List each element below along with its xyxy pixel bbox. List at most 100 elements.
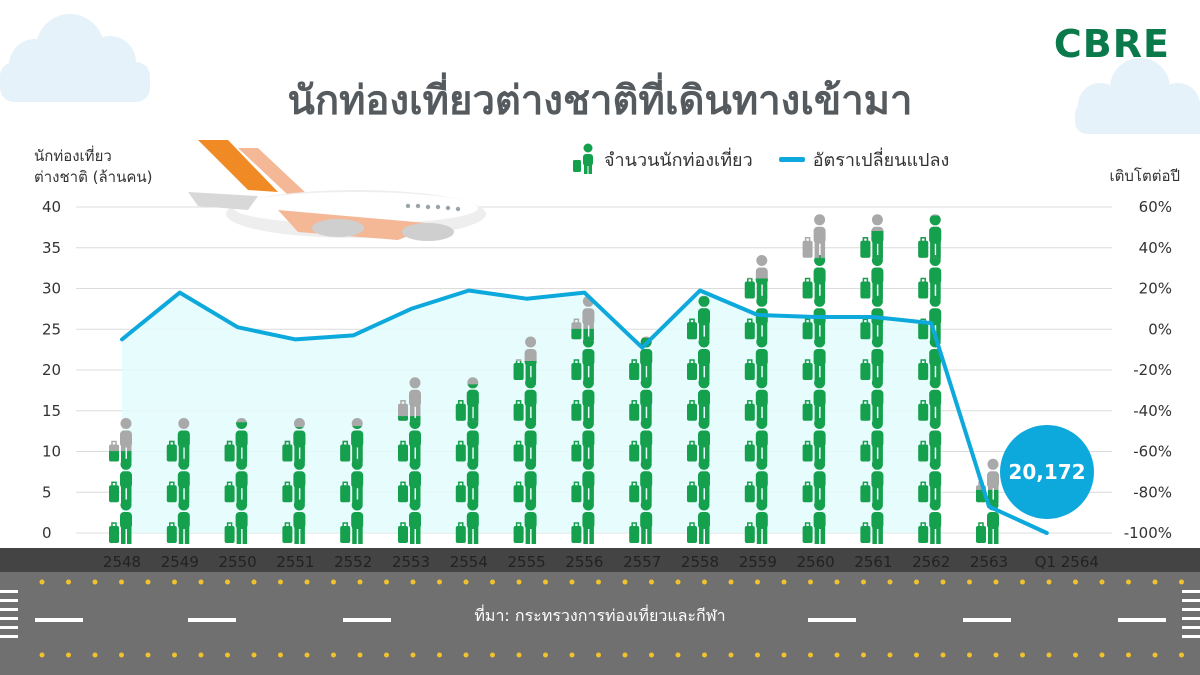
traveler-icon (398, 418, 421, 463)
left-tick-label: 10 (42, 443, 61, 461)
runway-edge-mark (1182, 635, 1200, 638)
traveler-partial (571, 328, 594, 341)
runway-light (702, 579, 707, 585)
runway-light (66, 652, 71, 658)
runway-light (463, 579, 469, 585)
x-tick-label: 2549 (161, 553, 199, 571)
right-axis-ticks: -100% -80% -60% -40% -20% 0% 20% 40% 60% (1124, 198, 1172, 542)
runway-light (39, 652, 45, 658)
runway-light (1099, 652, 1105, 658)
runway-light (1046, 652, 1052, 658)
runway-light (702, 652, 707, 658)
x-tick-label: 2563 (970, 553, 1008, 571)
traveler-legend-icon (573, 143, 593, 174)
traveler-icon (166, 458, 190, 504)
runway-light (834, 579, 840, 585)
x-tick-label: 2559 (739, 553, 777, 571)
runway-light (887, 579, 893, 585)
runway-light (304, 579, 310, 585)
x-tick-label: 2560 (797, 553, 835, 571)
traveler-icon (802, 255, 826, 300)
runway-light (437, 579, 442, 585)
runway-light (1126, 579, 1131, 585)
runway-light (145, 652, 151, 658)
runway-light (887, 652, 893, 658)
runway-light (304, 652, 310, 658)
runway-light (119, 579, 124, 585)
runway-light (66, 579, 71, 585)
runway-light (1126, 652, 1131, 658)
traveler-column (166, 418, 190, 544)
left-tick-label: 5 (42, 483, 52, 501)
runway-light (145, 579, 151, 585)
left-tick-label: 35 (42, 239, 61, 257)
runway-light (331, 579, 336, 585)
left-tick-label: 30 (42, 280, 61, 298)
runway-light (198, 652, 204, 658)
traveler-icon (571, 499, 595, 544)
traveler-column (340, 418, 364, 544)
cloud-icon (1075, 58, 1200, 134)
runway-light (649, 652, 654, 658)
x-tick-label: 2548 (103, 553, 141, 571)
traveler-icon (166, 430, 190, 463)
runway-light (808, 652, 813, 658)
runway-light (834, 652, 840, 658)
runway-light (622, 652, 628, 658)
traveler-icon (455, 499, 479, 544)
traveler-icon (629, 458, 653, 504)
runway-light (278, 652, 283, 658)
callout-bubble: 20,172 (1000, 425, 1094, 519)
runway-light (755, 579, 760, 585)
right-tick-label: -80% (1133, 483, 1172, 501)
runway-dash (343, 618, 391, 622)
runway-light (357, 579, 363, 585)
runway-light (993, 579, 999, 585)
x-tick-label: 2556 (565, 553, 603, 571)
right-tick-label: 0% (1148, 320, 1172, 338)
traveler-icon (687, 377, 710, 422)
runway-light (967, 579, 972, 585)
runway-light (490, 579, 495, 585)
runway-edge-marks (0, 590, 1200, 638)
runway-light (1179, 652, 1184, 658)
traveler-column (744, 255, 768, 544)
right-tick-label: -20% (1133, 361, 1172, 379)
runway-light (569, 579, 575, 585)
runway-edge-mark (0, 626, 18, 629)
runway-light (861, 579, 866, 585)
runway-light (516, 652, 522, 658)
runway-light (225, 579, 230, 585)
runway-dash (1118, 618, 1166, 622)
traveler-column (224, 418, 248, 544)
runway-light (728, 579, 734, 585)
runway-light (596, 579, 601, 585)
traveler-partial (744, 278, 768, 300)
traveler-column (109, 418, 132, 544)
source-note: ที่มา: กระทรวงการท่องเที่ยวและกีฬา (474, 606, 726, 625)
traveler-partial (814, 257, 826, 259)
traveler-icon (513, 458, 537, 504)
runway-light (198, 579, 204, 585)
runway-light (278, 579, 283, 585)
runway-light (331, 652, 336, 658)
right-tick-label: 40% (1139, 239, 1172, 257)
runway-edge-mark (1182, 608, 1200, 611)
legend-growth-label: อัตราเปลี่ยนแปลง (812, 149, 950, 171)
traveler-column (802, 214, 826, 544)
runway-light (914, 652, 919, 658)
runway-light (1152, 652, 1158, 658)
traveler-icon (109, 458, 132, 504)
runway-edge-mark (1182, 590, 1200, 593)
legend-tourists-label: จำนวนนักท่องเที่ยว (604, 149, 753, 171)
runway-edge-mark (0, 635, 18, 638)
traveler-icon (687, 296, 710, 341)
right-axis-title: เติบโตต่อปี (1109, 167, 1180, 185)
traveler-partial (340, 426, 364, 463)
left-axis-title-line1: นักท่องเที่ยว (34, 147, 112, 165)
traveler-partial (455, 384, 479, 422)
right-tick-label: -100% (1124, 524, 1172, 542)
traveler-partial (109, 451, 132, 463)
runway-light (463, 652, 469, 658)
